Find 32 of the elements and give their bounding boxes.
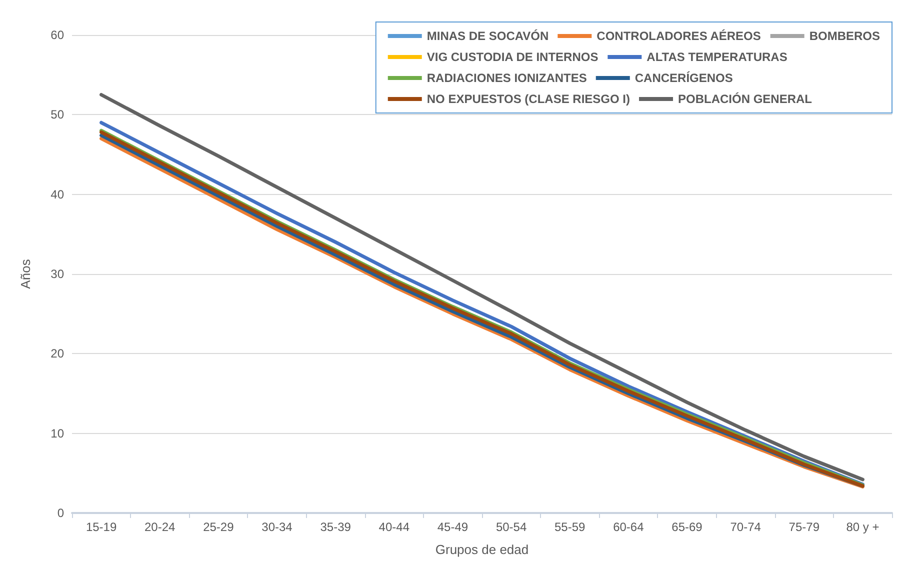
x-tick-label: 80 y + xyxy=(846,520,880,534)
x-tick-label: 60-64 xyxy=(613,520,644,534)
legend-label: ALTAS TEMPERATURAS xyxy=(646,50,788,64)
y-tick-label: 60 xyxy=(50,28,64,42)
legend-label: CONTROLADORES AÉREOS xyxy=(596,29,761,43)
x-tick-label: 30-34 xyxy=(262,520,293,534)
x-tick-label: 55-59 xyxy=(554,520,586,534)
y-tick-label: 0 xyxy=(57,506,64,520)
x-tick-label: 40-44 xyxy=(378,520,410,534)
legend-label: BOMBEROS xyxy=(809,29,880,43)
legend-label: POBLACIÓN GENERAL xyxy=(678,92,812,106)
x-tick-label: 45-49 xyxy=(437,520,468,534)
y-tick-label: 30 xyxy=(50,267,64,281)
legend-label: VIG CUSTODIA DE INTERNOS xyxy=(426,50,598,64)
legend-label: CANCERÍGENOS xyxy=(634,71,733,85)
x-tick-label: 70-74 xyxy=(730,520,762,534)
x-tick-label: 75-79 xyxy=(788,520,820,534)
x-tick-label: 65-69 xyxy=(672,520,703,534)
x-axis-title: Grupos de edad xyxy=(435,542,529,557)
x-tick-label: 15-19 xyxy=(86,520,117,534)
x-tick-label: 50-54 xyxy=(496,520,527,534)
legend-label: RADIACIONES IONIZANTES xyxy=(426,71,587,85)
legend-label: NO EXPUESTOS (CLASE RIESGO I) xyxy=(426,92,630,106)
x-tick-label: 25-29 xyxy=(203,520,234,534)
y-tick-label: 20 xyxy=(50,346,64,361)
x-tick-label: 35-39 xyxy=(320,520,352,534)
y-tick-label: 50 xyxy=(50,108,64,122)
y-axis-title: Años xyxy=(18,258,33,289)
x-tick-label: 20-24 xyxy=(144,520,176,534)
y-tick-label: 40 xyxy=(50,187,64,202)
y-tick-label: 10 xyxy=(50,426,64,440)
legend-label: MINAS DE SOCAVÓN xyxy=(426,29,549,43)
